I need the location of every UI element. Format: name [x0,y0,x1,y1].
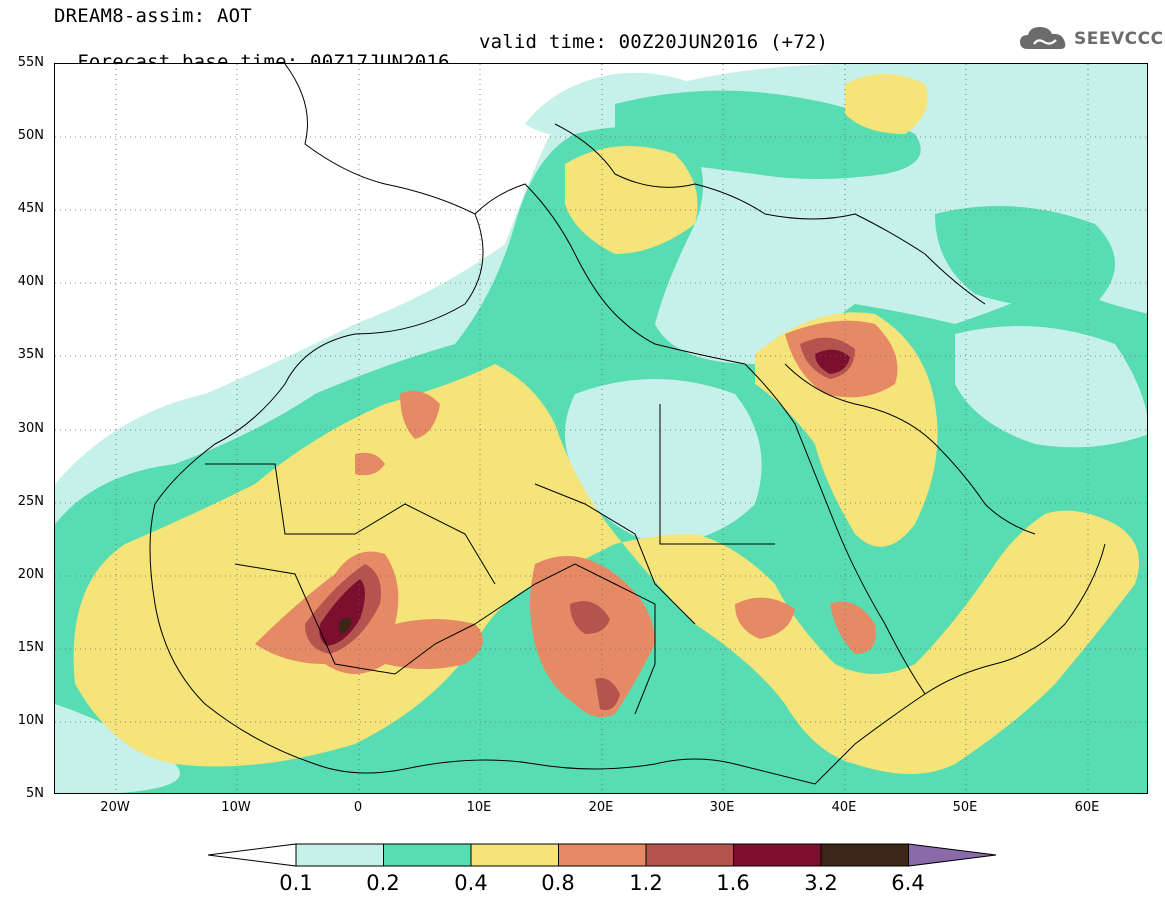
colorbar-label: 0.4 [454,871,488,895]
colorbar-label: 3.2 [804,871,838,895]
aot-contour-0.8 [735,597,795,639]
colorbar-segment [383,843,472,867]
colorbar-segment-above-max [908,843,997,867]
aot-contour-0.2 [615,90,921,179]
aot-contour-1.2 [570,601,610,634]
colorbar-segment [295,843,384,867]
lat-label-5n: 5N [26,786,44,801]
colorbar-label: 6.4 [891,871,925,895]
lat-label-20n: 20N [17,567,44,582]
lon-label-10e: 10E [466,800,492,815]
logo-text: SEEVCCC [1074,29,1164,49]
grid-lines [55,64,1147,793]
colorbar-segment [470,843,559,867]
aot-map [54,63,1148,794]
lat-label-40n: 40N [17,274,44,289]
colorbar [207,843,997,867]
aot-field [55,64,1147,793]
colorbar-segment [645,843,734,867]
seevccc-logo: SEEVCCC [1018,24,1164,54]
colorbar-segment [558,843,647,867]
lat-label-45n: 45N [17,201,44,216]
aot-contour-0.4 [73,364,1140,774]
aot-contour-0.8 [530,556,655,718]
aot-contour-0.8 [830,601,876,654]
colorbar-label: 0.2 [366,871,400,895]
lon-label-20w: 20W [100,800,130,815]
lon-label-60e: 60E [1074,800,1100,815]
aot-contour-0.4 [845,74,928,134]
valid-time: valid time: 00Z20JUN2016 (+72) [479,31,829,53]
aot-contour-1.2 [595,678,620,710]
lon-label-50e: 50E [952,800,978,815]
colorbar-label: 0.8 [541,871,575,895]
aot-contour-0.1 [525,72,695,138]
lat-label-10n: 10N [17,713,44,728]
aot-contour-3.2 [338,617,352,634]
colorbar-segment [733,843,822,867]
aot-contour-0.1-gap [55,704,180,793]
colorbar-segment [820,843,909,867]
lon-label-0: 0 [353,800,363,815]
aot-contour-0.4 [565,146,698,254]
lat-label-50n: 50N [17,128,44,143]
colorbar-segment-below-min [207,843,297,867]
colorbar-label: 0.1 [279,871,313,895]
lon-label-20e: 20E [588,800,614,815]
aot-contour-0.8 [400,390,440,439]
lat-label-15n: 15N [17,640,44,655]
colorbar-label: 1.2 [629,871,663,895]
lat-label-35n: 35N [17,347,44,362]
aot-contour-0.8 [355,452,385,476]
aot-contour-0.1-gap [955,326,1147,448]
coastlines [149,64,1106,785]
lat-label-25n: 25N [17,494,44,509]
colorbar-label: 1.6 [716,871,750,895]
aot-contour-1.6 [815,349,850,374]
lon-label-10w: 10W [221,800,251,815]
lon-label-30e: 30E [709,800,735,815]
map-title: DREAM8-assim: AOT [54,5,252,27]
cloud-icon [1020,27,1066,49]
lon-label-40e: 40E [831,800,857,815]
aot-contour-0.1-gap [565,379,762,544]
lat-label-55n: 55N [17,55,44,70]
aot-contour-0.2 [935,206,1115,308]
aot-contour-1.6 [319,579,365,646]
lat-label-30n: 30N [17,421,44,436]
